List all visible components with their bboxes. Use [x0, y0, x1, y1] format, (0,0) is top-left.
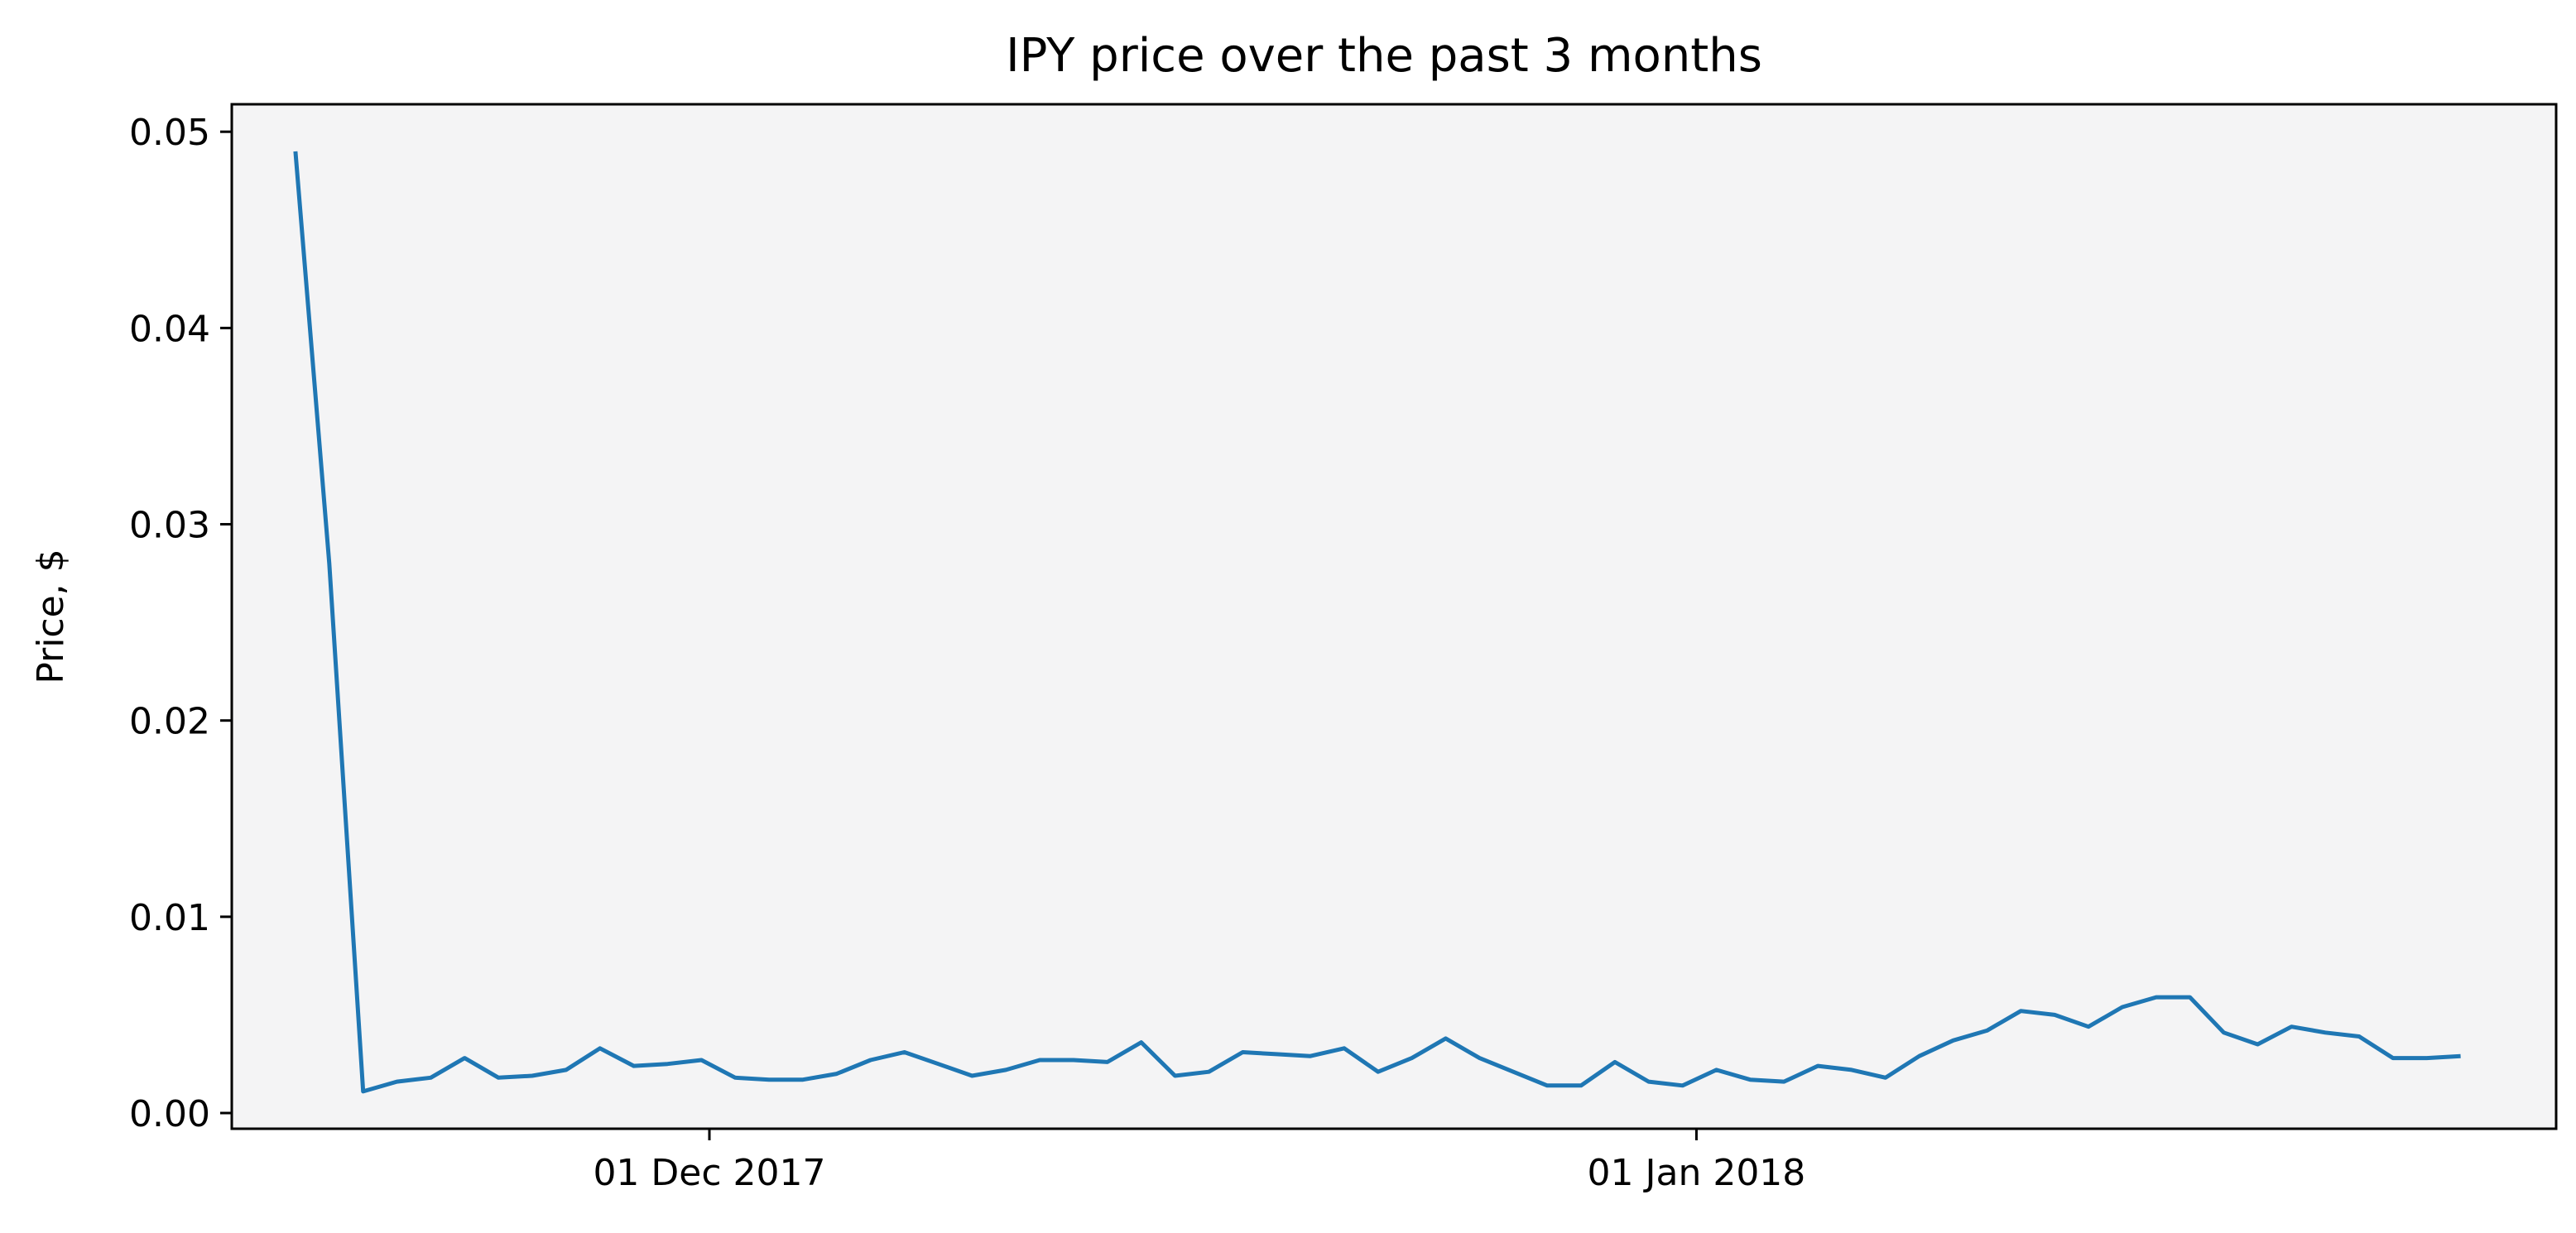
plot-frame	[230, 103, 2558, 1130]
chart-title: IPY price over the past 3 months	[1006, 29, 1762, 83]
x-axis: 01 Dec 2017 01 Jan 2018	[593, 1129, 1805, 1194]
y-tick-label-3: 0.03	[129, 505, 210, 547]
y-axis-label: Price, $	[30, 549, 72, 684]
y-tick-label-0: 0.00	[129, 1093, 210, 1135]
plot-area	[232, 104, 2556, 1129]
y-tick-label-2: 0.02	[129, 701, 210, 743]
y-tick-label-1: 0.01	[129, 897, 210, 939]
x-tick-label-0: 01 Dec 2017	[593, 1152, 825, 1194]
y-axis: 0.00 0.01 0.02 0.03 0.04 0.05	[129, 112, 232, 1135]
y-tick-label-5: 0.05	[129, 112, 210, 154]
x-tick-label-1: 01 Jan 2018	[1588, 1152, 1806, 1194]
y-tick-label-4: 0.04	[129, 308, 210, 350]
series-line	[293, 151, 2461, 1094]
